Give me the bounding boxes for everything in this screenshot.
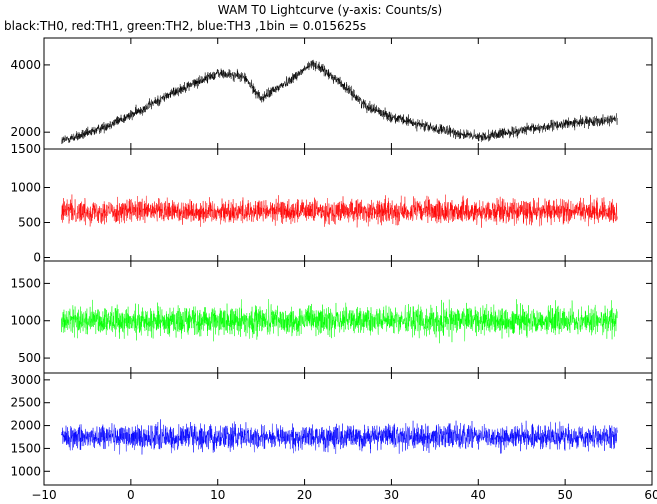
y-tick-label: 2000: [10, 125, 41, 139]
series-th3-line: [61, 419, 618, 455]
y-tick-label: 1500: [10, 441, 41, 455]
panel-th1: 0 500 1000: [10, 148, 653, 265]
y-tick-label: 500: [18, 351, 41, 365]
chart-title: WAM T0 Lightcurve (y-axis: Counts/s): [218, 3, 442, 17]
x-tick-label: 30: [384, 488, 399, 502]
x-axis: −10 0 10 20 30 40 50 60: [31, 488, 657, 502]
panel-th2: 500 1000 1500: [10, 260, 653, 374]
plot-area: 1500200040000500100050010001500100015002…: [10, 37, 657, 502]
y-tick-label: 2000: [10, 419, 41, 433]
panel-frame: [43, 37, 653, 150]
y-tick-label: 2500: [10, 396, 41, 410]
x-tick-label: 50: [558, 488, 573, 502]
series-th1-line: [61, 194, 618, 228]
y-tick-label: 1000: [10, 181, 41, 195]
y-tick-label: 1000: [10, 464, 41, 478]
panel-th0: 1500 2000 4000: [10, 37, 653, 156]
y-tick-label: 1500: [10, 276, 41, 290]
y-tick-label: 4000: [10, 58, 41, 72]
y-tick-label: 500: [18, 216, 41, 230]
y-tick-label: 1500: [10, 142, 41, 156]
y-tick-label: 0: [33, 251, 41, 265]
series-th2-line: [61, 299, 618, 344]
panel-th3: 1000 1500 2000 2500 3000: [10, 372, 653, 486]
y-tick-label: 3000: [10, 373, 41, 387]
chart-subtitle: black:TH0, red:TH1, green:TH2, blue:TH3 …: [4, 19, 366, 33]
x-tick-label: −10: [31, 488, 56, 502]
x-tick-label: 60: [644, 488, 657, 502]
x-tick-label: 20: [297, 488, 312, 502]
y-tick-label: 1000: [10, 314, 41, 328]
series-th0-line: [61, 59, 618, 145]
x-tick-label: 0: [127, 488, 135, 502]
panel-frame: [43, 372, 653, 486]
x-tick-label: 10: [210, 488, 225, 502]
x-tick-label: 40: [471, 488, 486, 502]
